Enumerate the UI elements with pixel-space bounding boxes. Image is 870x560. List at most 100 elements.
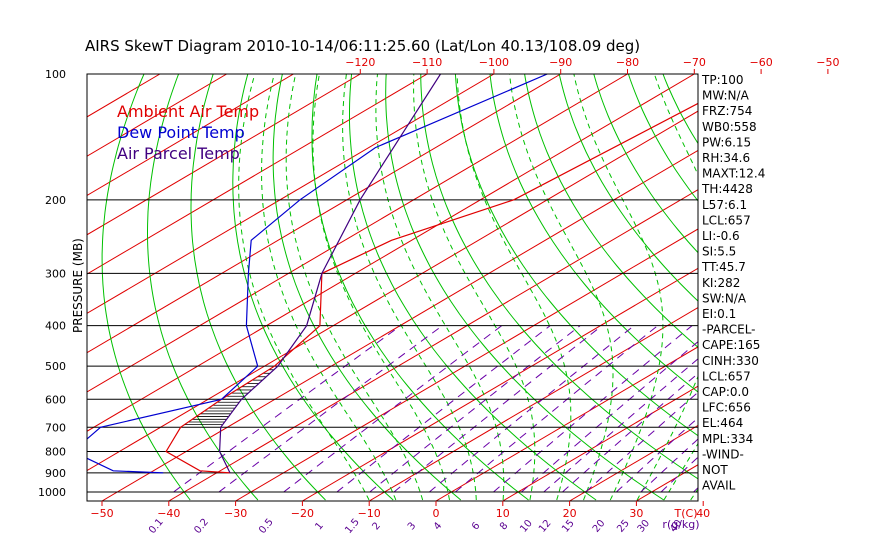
index-item: RH:34.6 [702, 151, 750, 165]
dry-adiabat-line [311, 74, 529, 501]
isobar-lines [87, 199, 698, 493]
isotherm-line [87, 74, 695, 432]
dry-adiabat-line [101, 74, 191, 501]
index-item: WB0:558 [702, 120, 757, 134]
index-item: TT:45.7 [701, 260, 746, 274]
index-item: TP:100 [701, 73, 744, 87]
isotherm-line [101, 149, 698, 501]
isotherm-line [435, 346, 698, 501]
bottom-tick-label: −40 [157, 507, 180, 520]
ambient-temp-line [165, 102, 698, 474]
top-tick-label: −110 [412, 56, 442, 69]
moist-adiabat-line [375, 74, 505, 501]
dry-adiabat-line [593, 74, 698, 254]
index-item: LCL:657 [702, 213, 751, 227]
mixing-ratio-line [521, 341, 698, 493]
isotherm-line [87, 74, 495, 314]
moist-adiabat-line [238, 74, 370, 501]
isotherm-line [87, 74, 227, 157]
isotherm-line [302, 267, 698, 501]
pressure-tick-label: 700 [45, 421, 66, 434]
index-item: LI:-0.6 [702, 229, 740, 243]
dry-adiabat-line [489, 74, 698, 393]
mixing-ratio-line [369, 325, 581, 493]
dry-adiabat-line [420, 74, 698, 480]
isotherm-line [87, 74, 361, 236]
mixing-ratio-label: 0.5 [257, 517, 276, 536]
isotherm-line [770, 74, 870, 501]
y-axis-label: PRESSURE (MB) [71, 238, 85, 333]
bottom-tick-label: −50 [90, 507, 113, 520]
mixing-ratio-label: 4 [432, 520, 445, 532]
top-tick-label: −50 [816, 56, 839, 69]
index-item: CAP:0.0 [702, 385, 749, 399]
legend: Ambient Air Temp Dew Point Temp Air Parc… [117, 102, 259, 163]
isotherm-line [87, 74, 428, 275]
index-item: MW:N/A [702, 89, 750, 103]
index-item: -PARCEL- [702, 323, 756, 337]
dry-adiabat-line [524, 74, 698, 348]
isotherm-line [502, 385, 698, 501]
mixing-ratio-label: 3 [406, 520, 419, 532]
bottom-tick-label: −10 [358, 507, 381, 520]
pressure-tick-label: 200 [45, 194, 66, 207]
legend-ambient: Ambient Air Temp [117, 102, 259, 121]
index-item: -WIND- [702, 447, 744, 461]
index-item: EL:464 [702, 416, 743, 430]
mixing-ratio-label: 0.2 [192, 517, 211, 536]
dry-adiabat-line [836, 74, 870, 500]
index-item: CINH:330 [702, 354, 759, 368]
moist-adiabat-line [413, 74, 536, 501]
mixing-ratio-label: 20 [591, 518, 608, 535]
pressure-tick-label: 400 [45, 320, 66, 333]
bottom-tick-label: 10 [496, 507, 510, 520]
bottom-tick-label: −30 [224, 507, 247, 520]
pressure-tick-label: 500 [45, 360, 66, 373]
index-item: SI:5.5 [702, 245, 736, 259]
isotherm-line [837, 74, 870, 501]
dry-adiabat-line [558, 74, 698, 302]
profile-series [87, 74, 698, 474]
moist-adiabat-line [342, 74, 477, 501]
top-tick-label: −60 [749, 56, 772, 69]
plot-frame [86, 73, 699, 502]
moist-adiabat-line [285, 74, 424, 501]
isotherm-line [87, 110, 698, 472]
pressure-tick-label: 100 [45, 68, 66, 81]
index-item: PW:6.15 [702, 135, 751, 149]
isotherm-line [87, 74, 628, 393]
isotherm-line [87, 74, 561, 354]
index-item: NOT [702, 463, 728, 477]
dry-adiabat-line [190, 74, 326, 501]
index-item: LCL:657 [702, 369, 751, 383]
cape-hatching [184, 365, 278, 426]
chart-title: AIRS SkewT Diagram 2010-10-14/06:11:25.6… [85, 37, 640, 55]
index-item: CAPE:165 [702, 338, 760, 352]
index-item: EI:0.1 [702, 307, 736, 321]
dry-adiabat-line [385, 74, 665, 501]
mixing-ratio-label: 30 [636, 518, 653, 535]
moist-adiabat-line [456, 74, 572, 501]
top-tick-label: −90 [549, 56, 572, 69]
dry-adiabat-line [349, 74, 597, 501]
parcel-temp-line [218, 74, 442, 474]
index-item: MPL:334 [702, 432, 753, 446]
dry-adiabat-line [662, 74, 698, 145]
moist-adiabat-line [261, 74, 397, 501]
isotherm-line [87, 74, 294, 197]
index-item: FRZ:754 [702, 104, 752, 118]
legend-parcel: Air Parcel Temp [117, 144, 240, 163]
index-item: AVAIL [702, 479, 736, 493]
legend-dewpoint: Dew Point Temp [117, 123, 245, 142]
mixing-ratio-label: 15 [560, 518, 577, 535]
moist-adiabat-line [573, 74, 664, 501]
mixing-unit-label: r(g/kg) [662, 518, 699, 531]
dry-adiabat-line [147, 74, 259, 501]
mixing-ratio-label: 1 [313, 520, 326, 532]
bottom-tick-label: 30 [629, 507, 643, 520]
bottom-tick-label: 0 [433, 507, 440, 520]
pressure-tick-label: 600 [45, 393, 66, 406]
dry-adiabat-line [627, 74, 698, 202]
dry-adiabat-line [272, 74, 462, 501]
